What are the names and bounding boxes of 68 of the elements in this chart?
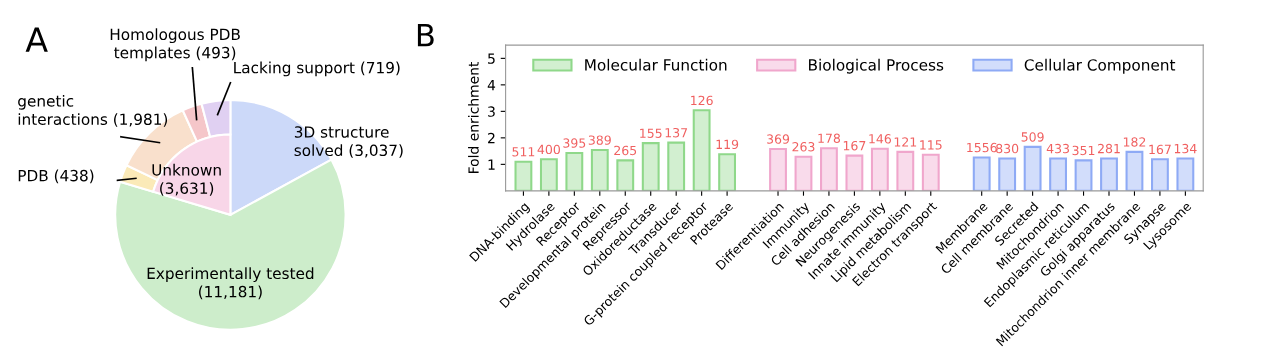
bar <box>769 147 787 191</box>
annotation: 281 <box>1097 143 1120 154</box>
annotation: 369 <box>767 134 790 144</box>
bar <box>565 151 584 191</box>
bar <box>1176 157 1195 191</box>
bar <box>641 142 660 191</box>
annotation: 400 <box>537 144 560 155</box>
y-tick-label: 2 <box>488 132 495 144</box>
annotation: 167 <box>843 140 866 151</box>
bar <box>718 153 737 191</box>
bar <box>1150 158 1169 191</box>
annotation: 395 <box>563 138 586 148</box>
bar <box>870 147 889 191</box>
text: Unknown (3,631) <box>152 163 221 196</box>
bar <box>539 158 558 191</box>
chart-title: A <box>25 27 48 52</box>
annotation: 137 <box>665 127 688 138</box>
y-tick-label: 3 <box>488 106 495 117</box>
bar <box>1100 157 1118 191</box>
bar <box>616 159 635 191</box>
bar <box>692 109 711 191</box>
annotation: 265 <box>614 145 637 156</box>
annotation: 115 <box>920 140 942 150</box>
annotation: 263 <box>792 142 815 152</box>
annotation: 389 <box>588 135 611 145</box>
annotation: 1556 <box>967 142 997 153</box>
annotation: 509 <box>1021 132 1044 142</box>
bar <box>845 154 864 191</box>
bar <box>1049 157 1068 191</box>
annotation: 167 <box>1149 144 1171 155</box>
bar <box>590 149 609 191</box>
annotation: 351 <box>1072 145 1095 156</box>
annotation: 155 <box>640 128 662 138</box>
slice-label: Lacking support (719) <box>234 61 400 77</box>
bar <box>794 155 813 191</box>
y-tick-label: 4 <box>487 80 496 91</box>
legend-label: Biological Process <box>809 58 944 74</box>
annotation: 134 <box>1174 143 1197 154</box>
y-tick-label: 1 <box>488 159 495 170</box>
bar <box>921 153 940 191</box>
bar <box>896 150 915 191</box>
bar <box>514 160 533 191</box>
legend-label: Cellular Component <box>1024 58 1176 74</box>
annotation: 182 <box>1123 137 1146 147</box>
annotation: 178 <box>818 133 841 143</box>
slice-label: Experimentally tested (11,181) <box>147 267 314 300</box>
bar <box>820 147 838 191</box>
slice-label: PDB (438) <box>18 169 94 184</box>
annotation: 830 <box>996 143 1019 154</box>
annotation: 511 <box>512 147 535 157</box>
slice-label: genetic interactions (1,981) <box>18 94 168 127</box>
slice-label: 3D structure solved (3,037) <box>294 126 403 158</box>
annotation: 119 <box>716 139 739 150</box>
bar <box>972 156 991 191</box>
bar <box>667 141 686 191</box>
bar <box>1125 150 1144 191</box>
y-tick-label: 5 <box>488 53 495 64</box>
y-axis-title: Fold enrichment <box>468 61 479 173</box>
bar <box>1074 159 1093 191</box>
chart-title: B <box>417 23 434 47</box>
bar <box>1023 145 1042 191</box>
annotation: 433 <box>1046 143 1070 154</box>
slice-label: Homologous PDB templates (493) <box>110 28 240 62</box>
annotation: 146 <box>869 134 891 144</box>
annotation: 126 <box>691 95 713 106</box>
legend-label: Molecular Function <box>585 58 727 71</box>
annotation: 121 <box>894 137 917 147</box>
bar <box>998 157 1017 191</box>
